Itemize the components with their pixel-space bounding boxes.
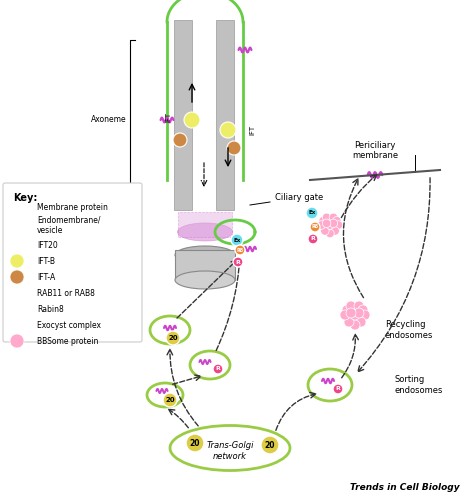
Circle shape bbox=[333, 384, 343, 394]
Text: Ex: Ex bbox=[13, 322, 21, 328]
Circle shape bbox=[358, 305, 368, 315]
Text: Trends in Cell Biology: Trends in Cell Biology bbox=[350, 483, 460, 492]
Circle shape bbox=[356, 317, 366, 327]
Text: Recycling
endosomes: Recycling endosomes bbox=[385, 320, 433, 340]
Circle shape bbox=[354, 308, 364, 318]
Text: Endomembrane/
vesicle: Endomembrane/ vesicle bbox=[37, 216, 100, 234]
Text: BBSome protein: BBSome protein bbox=[37, 336, 99, 345]
Text: R: R bbox=[310, 236, 315, 242]
Circle shape bbox=[319, 216, 328, 225]
Text: Periciliary
membrane: Periciliary membrane bbox=[352, 140, 398, 160]
Circle shape bbox=[308, 234, 318, 244]
Circle shape bbox=[334, 221, 343, 229]
Text: 20: 20 bbox=[12, 242, 22, 248]
Text: R8: R8 bbox=[237, 248, 244, 252]
Text: Exocyst complex: Exocyst complex bbox=[37, 320, 101, 330]
Text: IFT-A: IFT-A bbox=[37, 272, 55, 281]
Circle shape bbox=[360, 310, 370, 320]
Text: Ex: Ex bbox=[309, 210, 316, 216]
Text: R: R bbox=[216, 366, 220, 372]
Circle shape bbox=[322, 219, 331, 228]
Text: Ciliary gate: Ciliary gate bbox=[275, 194, 323, 202]
Circle shape bbox=[10, 270, 24, 284]
Circle shape bbox=[344, 317, 354, 327]
Text: 20: 20 bbox=[265, 440, 275, 450]
Circle shape bbox=[326, 221, 334, 229]
Circle shape bbox=[346, 301, 356, 311]
Circle shape bbox=[213, 364, 223, 374]
Circle shape bbox=[320, 226, 329, 235]
Circle shape bbox=[233, 257, 243, 267]
Circle shape bbox=[350, 320, 360, 330]
Text: Membrane protein: Membrane protein bbox=[37, 202, 108, 211]
Circle shape bbox=[227, 141, 241, 155]
Circle shape bbox=[354, 301, 364, 311]
Ellipse shape bbox=[177, 223, 233, 241]
Text: RAB11 or RAB8: RAB11 or RAB8 bbox=[37, 288, 95, 298]
Circle shape bbox=[10, 334, 24, 348]
Circle shape bbox=[346, 308, 356, 318]
Circle shape bbox=[184, 112, 200, 128]
Circle shape bbox=[163, 393, 177, 407]
Circle shape bbox=[317, 221, 326, 229]
Text: IFT: IFT bbox=[165, 112, 171, 122]
Circle shape bbox=[329, 219, 337, 228]
Ellipse shape bbox=[175, 271, 235, 289]
Circle shape bbox=[231, 234, 243, 246]
Circle shape bbox=[331, 226, 339, 235]
Ellipse shape bbox=[175, 246, 235, 264]
Bar bbox=[174, 20, 192, 210]
Text: 20: 20 bbox=[190, 438, 200, 448]
Circle shape bbox=[10, 238, 24, 252]
Text: 20: 20 bbox=[165, 397, 175, 403]
Circle shape bbox=[220, 122, 236, 138]
Circle shape bbox=[173, 133, 187, 147]
Circle shape bbox=[322, 213, 331, 222]
Text: Key:: Key: bbox=[13, 193, 37, 203]
Text: Rabin8: Rabin8 bbox=[37, 304, 64, 314]
Circle shape bbox=[326, 229, 334, 238]
Circle shape bbox=[11, 288, 22, 298]
FancyBboxPatch shape bbox=[3, 183, 142, 342]
Text: IFT20: IFT20 bbox=[37, 240, 58, 250]
Text: R: R bbox=[15, 290, 19, 296]
Text: Trans-Golgi
network: Trans-Golgi network bbox=[206, 442, 254, 460]
Circle shape bbox=[10, 254, 24, 268]
Bar bbox=[178, 212, 232, 237]
Text: R: R bbox=[236, 260, 240, 264]
Polygon shape bbox=[13, 320, 21, 330]
Circle shape bbox=[261, 436, 279, 454]
Circle shape bbox=[166, 331, 180, 345]
Circle shape bbox=[310, 222, 320, 232]
Circle shape bbox=[186, 434, 204, 452]
Text: R8: R8 bbox=[13, 306, 20, 312]
Text: Ex: Ex bbox=[233, 238, 241, 242]
Circle shape bbox=[306, 207, 318, 219]
Circle shape bbox=[329, 213, 337, 222]
Bar bbox=[175, 250, 235, 280]
Text: IFT-B: IFT-B bbox=[37, 256, 55, 266]
Bar bbox=[216, 20, 234, 210]
Text: Axoneme: Axoneme bbox=[91, 116, 127, 124]
Text: IFT: IFT bbox=[249, 125, 255, 135]
Text: 20: 20 bbox=[168, 335, 178, 341]
Circle shape bbox=[350, 310, 360, 320]
Circle shape bbox=[340, 310, 350, 320]
Circle shape bbox=[235, 245, 245, 255]
Text: Basal
body: Basal body bbox=[106, 253, 127, 272]
Text: R: R bbox=[336, 386, 340, 392]
Circle shape bbox=[342, 305, 352, 315]
Text: R8: R8 bbox=[311, 224, 319, 230]
Text: Transition
zone: Transition zone bbox=[90, 213, 127, 232]
Circle shape bbox=[333, 216, 341, 225]
Circle shape bbox=[11, 304, 22, 314]
Text: Sorting
endosomes: Sorting endosomes bbox=[395, 376, 443, 394]
